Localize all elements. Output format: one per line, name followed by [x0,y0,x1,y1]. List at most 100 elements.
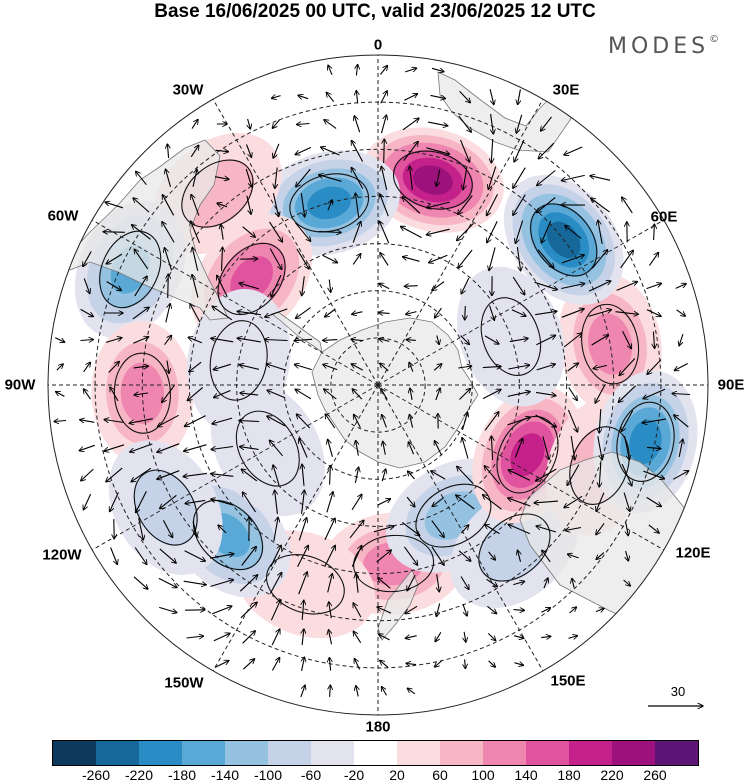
wind-vector-416 [329,630,332,645]
wind-vector-109 [222,247,223,271]
wind-vector-42 [514,139,525,162]
colorbar [52,740,699,766]
wind-vector-61 [561,174,585,180]
wind-vector-112 [296,248,309,269]
wind-vector-312 [673,471,688,480]
wind-vector-287 [624,436,630,460]
wind-vector-283 [514,438,522,458]
wind-vector-321 [301,490,305,514]
wind-vector-409 [569,607,577,614]
latitude-circle-50s [188,195,568,575]
meridian-240 [91,219,379,386]
wind-vector-311 [643,470,664,479]
lon-label-150w: 150W [164,674,204,692]
wind-vector-240 [618,385,637,403]
wind-vector-209 [433,364,442,371]
wind-vector-218 [674,363,688,371]
wind-vector-238 [568,387,577,401]
wind-vector-144 [588,281,611,292]
wind-vector-92 [352,221,361,243]
wind-vector-49 [245,168,252,187]
wind-vector-191 [591,335,609,346]
wind-vector-130 [192,274,199,298]
contour-15 [192,499,264,571]
wind-vector-249 [212,417,233,424]
wind-vector-187 [484,335,499,344]
wind-vector-82 [622,197,633,214]
wind-vector-222 [134,393,149,395]
wind-vector-227 [267,390,286,399]
colorbar-ticks: -260 -220 -180 -140 -100 -60 -20 20 60 100 140 180 2… [0,767,750,783]
colorbar-swatch-7 [354,741,397,765]
wind-vector-134 [302,276,305,295]
wind-vector-260 [507,417,531,426]
wind-vector-58 [488,166,497,190]
colorbar-tick-label: -140 [210,767,240,783]
wind-vector-326 [432,497,445,507]
anomaly-blob-6-level-2 [588,313,633,375]
wind-vector-204 [294,364,312,371]
wind-vector-303 [431,471,446,480]
wind-vector-119 [489,247,496,270]
wind-vector-292 [131,467,152,482]
wind-vector-413 [242,631,256,644]
wind-vector-316 [160,494,177,508]
wind-vector-47 [192,169,197,187]
colorbar-swatch-5 [268,741,311,765]
meridian-330 [212,384,379,672]
wind-vector-351 [536,526,557,533]
wind-vector-28 [541,116,552,131]
map-boundary [47,54,709,716]
colorbar-tick-label: -260 [81,767,111,783]
wind-vector-162 [465,305,466,320]
wind-vector-226 [240,393,259,395]
colorbar-swatch-14 [655,741,698,765]
wind-vector-6 [298,95,309,98]
wind-vector-123 [591,250,607,269]
lon-label-120e: 120E [675,544,711,562]
lon-label-150e: 150E [550,672,586,690]
wind-vector-78 [513,194,526,216]
wind-vector-419 [405,636,417,639]
wind-vector-284 [542,436,549,459]
wind-vector-369 [458,550,471,561]
wind-vector-436 [488,660,496,667]
wind-vector-198 [133,366,149,368]
wind-vector-296 [241,469,258,482]
wind-vector-297 [273,465,280,486]
wind-vector-361 [241,547,257,566]
wind-vector-220 [84,389,91,400]
wind-vector-174 [133,337,148,344]
wind-vector-237 [535,391,556,395]
wind-vector-100 [565,226,582,239]
wind-vector-424 [541,636,551,637]
wind-vector-179 [264,340,288,341]
wind-vector-186 [460,335,470,345]
wind-vector-374 [596,552,605,560]
colorbar-tick-label: -100 [253,767,283,783]
wind-vector-23 [402,118,419,131]
wind-vector-54 [381,166,388,190]
wind-vector-420 [435,632,442,641]
wind-vector-396 [211,606,232,615]
wind-vector-118 [458,249,473,268]
wind-vector-242 [672,394,691,395]
wind-vector-323 [351,494,362,511]
wind-vector-182 [351,339,364,340]
wind-vector-430 [329,658,330,671]
wind-vector-37 [384,139,385,164]
wind-vector-350 [508,524,531,535]
wind-vector-46 [166,169,172,188]
wind-vector-195 [56,364,63,371]
wind-vector-282 [491,436,492,461]
brand-text: MODES [608,34,710,59]
wind-vector-255 [382,415,387,428]
wind-vector-194 [679,334,684,346]
wind-vector-15 [191,119,198,129]
wind-vector-35 [321,147,340,156]
wind-vector-261 [535,414,557,427]
wind-vector-262 [567,409,577,432]
colorbar-swatch-12 [569,741,612,765]
wind-vector-157 [325,308,336,317]
colorbar-tick-label: 220 [600,767,624,783]
